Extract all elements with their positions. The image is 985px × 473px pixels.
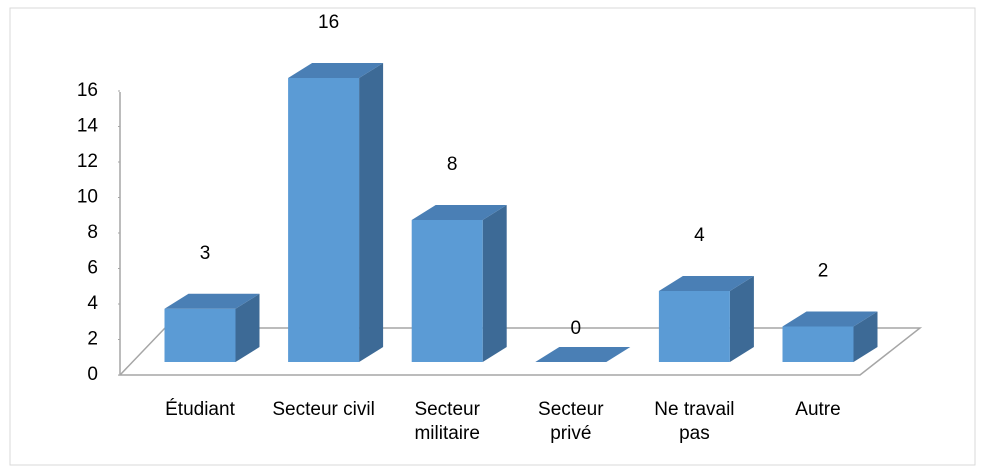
bar-side bbox=[729, 276, 754, 362]
bar bbox=[164, 293, 260, 362]
y-tick-label: 14 bbox=[77, 116, 99, 137]
bar-top bbox=[782, 311, 878, 327]
bar-top bbox=[164, 293, 260, 309]
data-label: 4 bbox=[694, 225, 705, 246]
bar-side bbox=[359, 63, 384, 362]
y-tick-label: 4 bbox=[87, 293, 98, 314]
data-label: 2 bbox=[818, 261, 829, 282]
y-tick-label: 10 bbox=[77, 187, 98, 208]
y-tick-label: 0 bbox=[87, 364, 98, 385]
data-label: 8 bbox=[447, 154, 458, 175]
bar-top bbox=[288, 63, 384, 78]
data-label: 3 bbox=[200, 243, 211, 264]
bar bbox=[782, 311, 878, 362]
x-tick-label: Étudiant bbox=[165, 399, 235, 420]
bar-side bbox=[853, 311, 878, 362]
data-label: 16 bbox=[318, 12, 339, 33]
bar-front bbox=[288, 78, 360, 362]
bar-top bbox=[535, 347, 631, 362]
x-tick-label: Secteur privé bbox=[538, 399, 604, 444]
floor bbox=[118, 327, 923, 376]
y-tick-label: 8 bbox=[87, 222, 98, 243]
bar-front bbox=[782, 326, 854, 362]
x-tick-label: Autre bbox=[795, 399, 841, 420]
y-tick-label: 2 bbox=[87, 329, 98, 350]
y-tick-label: 12 bbox=[77, 151, 98, 172]
bar-side bbox=[235, 293, 260, 362]
bar bbox=[288, 63, 384, 362]
y-tick-label: 6 bbox=[87, 258, 98, 279]
bar-front bbox=[164, 308, 236, 362]
bar bbox=[658, 276, 754, 362]
bar bbox=[535, 347, 631, 362]
bar-side bbox=[482, 205, 507, 362]
bar-front bbox=[658, 291, 730, 362]
x-tick-label: Secteur civil bbox=[272, 399, 375, 420]
x-tick-label: Ne travail pas bbox=[654, 399, 735, 444]
bar bbox=[411, 205, 507, 362]
bar-top bbox=[411, 205, 507, 220]
y-tick-label: 16 bbox=[77, 80, 98, 101]
bar-top bbox=[658, 276, 754, 291]
x-tick-label: Secteur militaire bbox=[414, 399, 480, 444]
data-label: 0 bbox=[571, 318, 582, 339]
bar-front bbox=[411, 220, 483, 362]
